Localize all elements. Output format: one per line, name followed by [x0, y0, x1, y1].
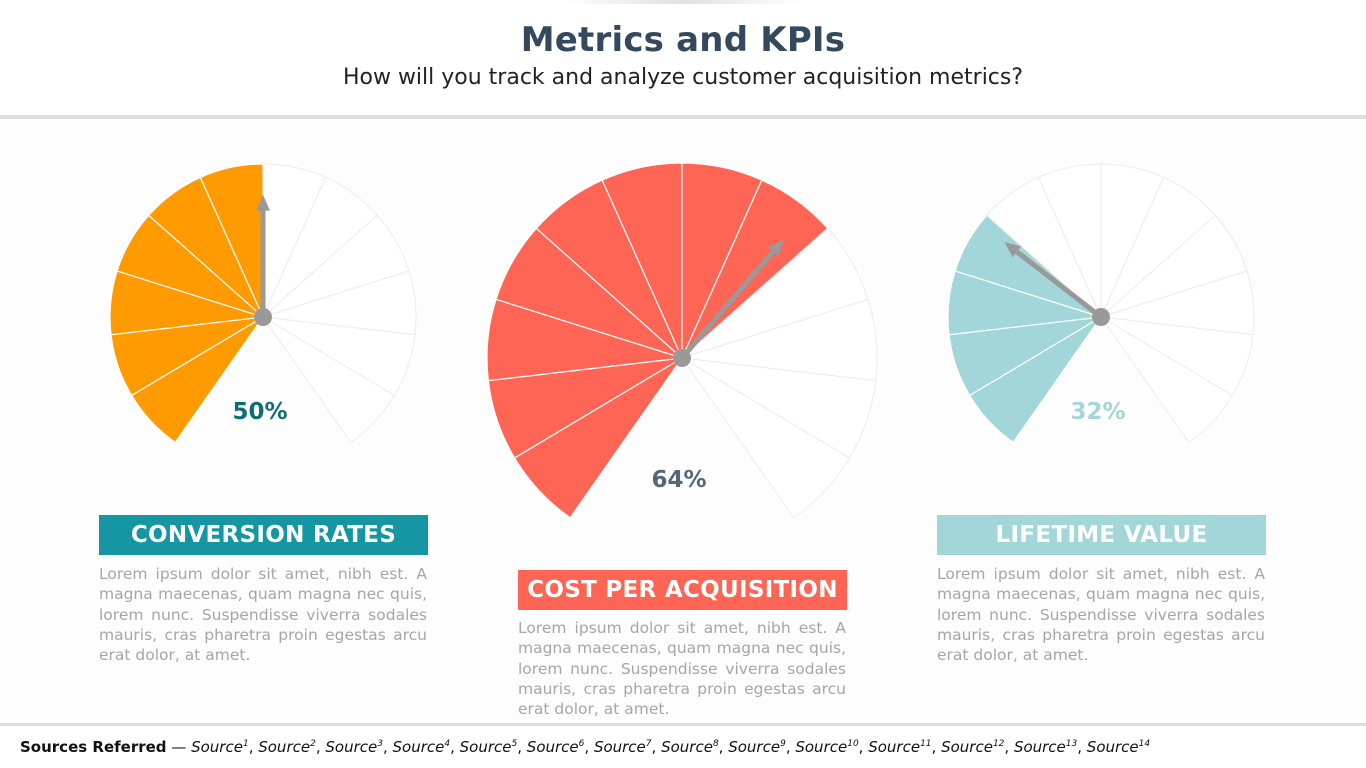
conversion-rates-gauge [109, 163, 417, 444]
footer-divider [0, 723, 1366, 726]
source-reference: Source1 [191, 738, 249, 756]
slide-header: Metrics and KPIs How will you track and … [0, 0, 1366, 118]
source-reference: Source4 [392, 738, 451, 756]
conversion-rates-description: Lorem ipsum dolor sit amet, nibh est. A … [99, 565, 427, 665]
gauge-segment-empty [1100, 316, 1234, 444]
gauge-pivot [1092, 308, 1110, 326]
cost-per-acquisition-gauge [486, 162, 878, 519]
lifetime-value-description: Lorem ipsum dolor sit amet, nibh est. A … [937, 565, 1265, 665]
gauge-pivot [673, 349, 691, 367]
gauge-segment-empty [681, 357, 851, 519]
lifetime-value-gauge [947, 163, 1255, 444]
gauge-needle-arrowhead [1004, 241, 1022, 258]
top-accent-shadow [563, 0, 803, 4]
source-reference: Source7 [593, 738, 652, 756]
cost-per-acquisition-description: Lorem ipsum dolor sit amet, nibh est. A … [518, 619, 846, 719]
source-reference: Source13 [1013, 738, 1078, 756]
sources-separator: — [171, 738, 187, 756]
sources-footer: Sources Referred — Source1, Source2, Sou… [20, 738, 1150, 756]
gauge-needle [1015, 249, 1103, 319]
gauges-panel: 50% CONVERSION RATES Lorem ipsum dolor s… [0, 119, 1366, 723]
lifetime-value-value: 32% [1070, 399, 1126, 425]
header-divider [0, 115, 1366, 119]
cost-per-acquisition-label: COST PER ACQUISITION [518, 570, 847, 610]
source-reference: Source10 [795, 738, 859, 756]
source-reference: Source6 [526, 738, 585, 756]
conversion-rates-label: CONVERSION RATES [99, 515, 428, 555]
source-reference: Source11 [868, 738, 932, 756]
source-reference: Source12 [941, 738, 1005, 756]
gauge-needle-arrowhead [256, 194, 270, 211]
lifetime-value-label: LIFETIME VALUE [937, 515, 1266, 555]
sources-list: Source1, Source2, Source3, Source4, Sour… [191, 738, 1151, 756]
gauge-needle-arrowhead [767, 239, 784, 257]
source-reference: Source2 [258, 738, 316, 756]
source-reference: Source14 [1086, 738, 1151, 756]
page-subtitle: How will you track and analyze customer … [342, 65, 1024, 90]
gauge-needle [680, 250, 776, 360]
gauge-pivot [254, 308, 272, 326]
sources-label: Sources Referred [20, 738, 167, 756]
gauges-svg [109, 162, 1255, 519]
source-reference: Source5 [459, 738, 518, 756]
source-reference: Source8 [661, 738, 719, 756]
page-title: Metrics and KPIs [520, 20, 846, 60]
conversion-rates-value: 50% [232, 399, 288, 425]
source-reference: Source9 [728, 738, 786, 756]
source-reference: Source3 [325, 738, 383, 756]
cost-per-acquisition-value: 64% [651, 467, 707, 493]
gauge-segment-empty [262, 316, 396, 444]
